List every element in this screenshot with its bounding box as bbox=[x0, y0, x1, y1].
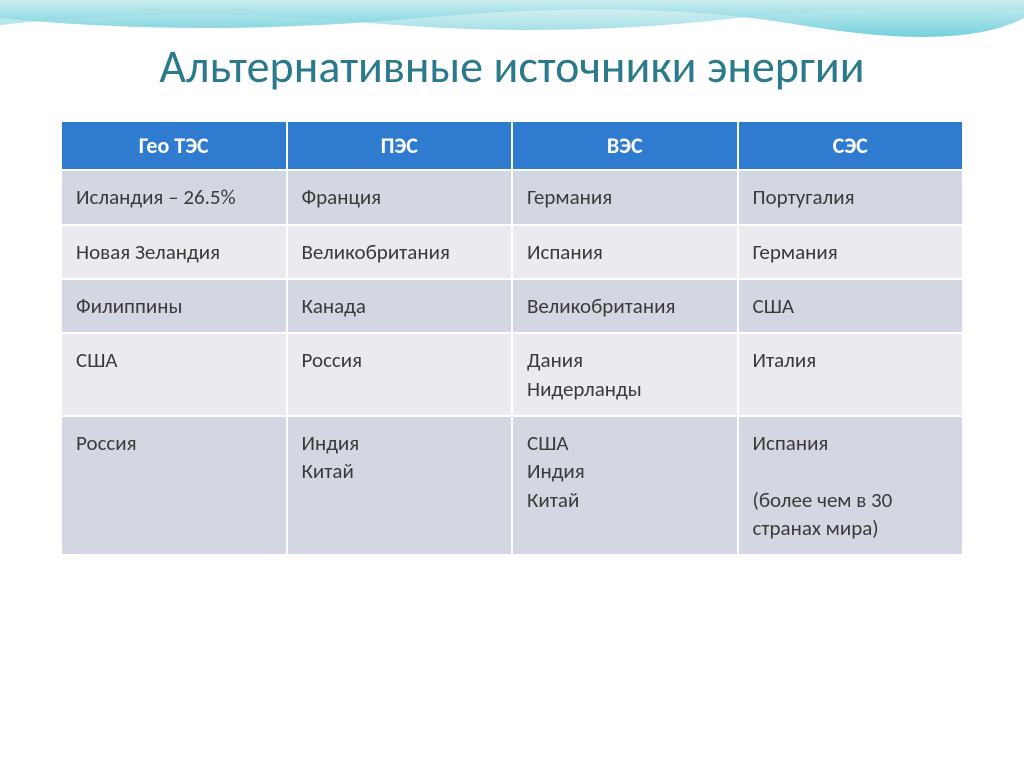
col-header: Гео ТЭС bbox=[61, 121, 287, 170]
table-header-row: Гео ТЭС ПЭС ВЭС СЭС bbox=[61, 121, 963, 170]
table-cell: Исландия – 26.5% bbox=[61, 170, 287, 224]
table-cell: Великобритания bbox=[512, 279, 738, 333]
table-row: РоссияИндияКитайСШАИндияКитайИспания(бол… bbox=[61, 416, 963, 555]
table-row: Исландия – 26.5%ФранцияГерманияПортугали… bbox=[61, 170, 963, 224]
table-cell: Германия bbox=[512, 170, 738, 224]
table-cell: Филиппины bbox=[61, 279, 287, 333]
table-cell: Португалия bbox=[738, 170, 964, 224]
slide-title: Альтернативные источники энергии bbox=[60, 40, 964, 95]
table-cell: ИндияКитай bbox=[287, 416, 513, 555]
table-cell: Великобритания bbox=[287, 225, 513, 279]
table-cell: Новая Зеландия bbox=[61, 225, 287, 279]
table-cell: ДанияНидерланды bbox=[512, 333, 738, 416]
table-row: ФилиппиныКанадаВеликобританияСША bbox=[61, 279, 963, 333]
table-row: Новая ЗеландияВеликобританияИспанияГерма… bbox=[61, 225, 963, 279]
table-cell: Канада bbox=[287, 279, 513, 333]
table-cell: Россия bbox=[287, 333, 513, 416]
table-row: СШАРоссияДанияНидерландыИталия bbox=[61, 333, 963, 416]
col-header: ПЭС bbox=[287, 121, 513, 170]
table-cell: Франция bbox=[287, 170, 513, 224]
table-body: Исландия – 26.5%ФранцияГерманияПортугали… bbox=[61, 170, 963, 555]
table-cell: Германия bbox=[738, 225, 964, 279]
table-cell: СШАИндияКитай bbox=[512, 416, 738, 555]
table-cell: Испания bbox=[512, 225, 738, 279]
col-header: СЭС bbox=[738, 121, 964, 170]
col-header: ВЭС bbox=[512, 121, 738, 170]
energy-sources-table: Гео ТЭС ПЭС ВЭС СЭС Исландия – 26.5%Фран… bbox=[60, 120, 964, 556]
table-cell: Италия bbox=[738, 333, 964, 416]
table-cell: США bbox=[738, 279, 964, 333]
table-cell: Испания(более чем в 30 странах мира) bbox=[738, 416, 964, 555]
table-cell: США bbox=[61, 333, 287, 416]
table-cell: Россия bbox=[61, 416, 287, 555]
